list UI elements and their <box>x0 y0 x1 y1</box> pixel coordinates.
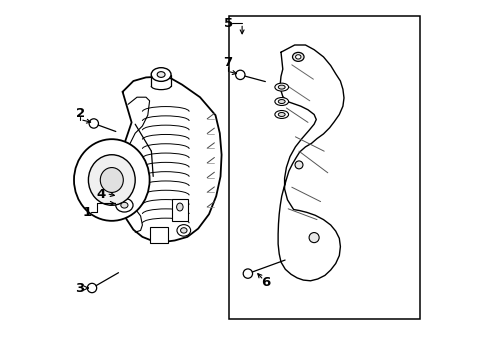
Ellipse shape <box>100 167 123 193</box>
Ellipse shape <box>278 85 285 89</box>
FancyBboxPatch shape <box>149 227 168 243</box>
Bar <box>229 16 419 319</box>
Polygon shape <box>278 45 344 281</box>
FancyBboxPatch shape <box>172 199 188 221</box>
Circle shape <box>89 119 98 128</box>
Text: 4: 4 <box>97 188 106 201</box>
Text: 7: 7 <box>223 57 232 69</box>
Circle shape <box>236 70 245 80</box>
Ellipse shape <box>121 202 128 208</box>
Ellipse shape <box>151 68 171 81</box>
Ellipse shape <box>116 198 133 212</box>
Text: 5: 5 <box>224 17 233 30</box>
Ellipse shape <box>295 161 303 169</box>
Text: 3: 3 <box>75 282 85 294</box>
Text: 1: 1 <box>83 206 92 219</box>
Ellipse shape <box>275 111 289 118</box>
Ellipse shape <box>275 83 289 91</box>
Polygon shape <box>118 77 221 242</box>
Ellipse shape <box>180 228 187 233</box>
Ellipse shape <box>176 203 183 211</box>
Ellipse shape <box>88 155 135 205</box>
Ellipse shape <box>278 99 285 104</box>
Ellipse shape <box>278 112 285 116</box>
Ellipse shape <box>275 98 289 105</box>
Ellipse shape <box>177 225 191 236</box>
Circle shape <box>243 269 252 278</box>
Text: 2: 2 <box>75 107 85 120</box>
Ellipse shape <box>157 72 165 77</box>
Text: 6: 6 <box>261 276 270 289</box>
Ellipse shape <box>74 139 149 221</box>
Ellipse shape <box>295 55 301 59</box>
Ellipse shape <box>309 233 319 243</box>
Circle shape <box>87 283 97 293</box>
Ellipse shape <box>293 52 304 61</box>
